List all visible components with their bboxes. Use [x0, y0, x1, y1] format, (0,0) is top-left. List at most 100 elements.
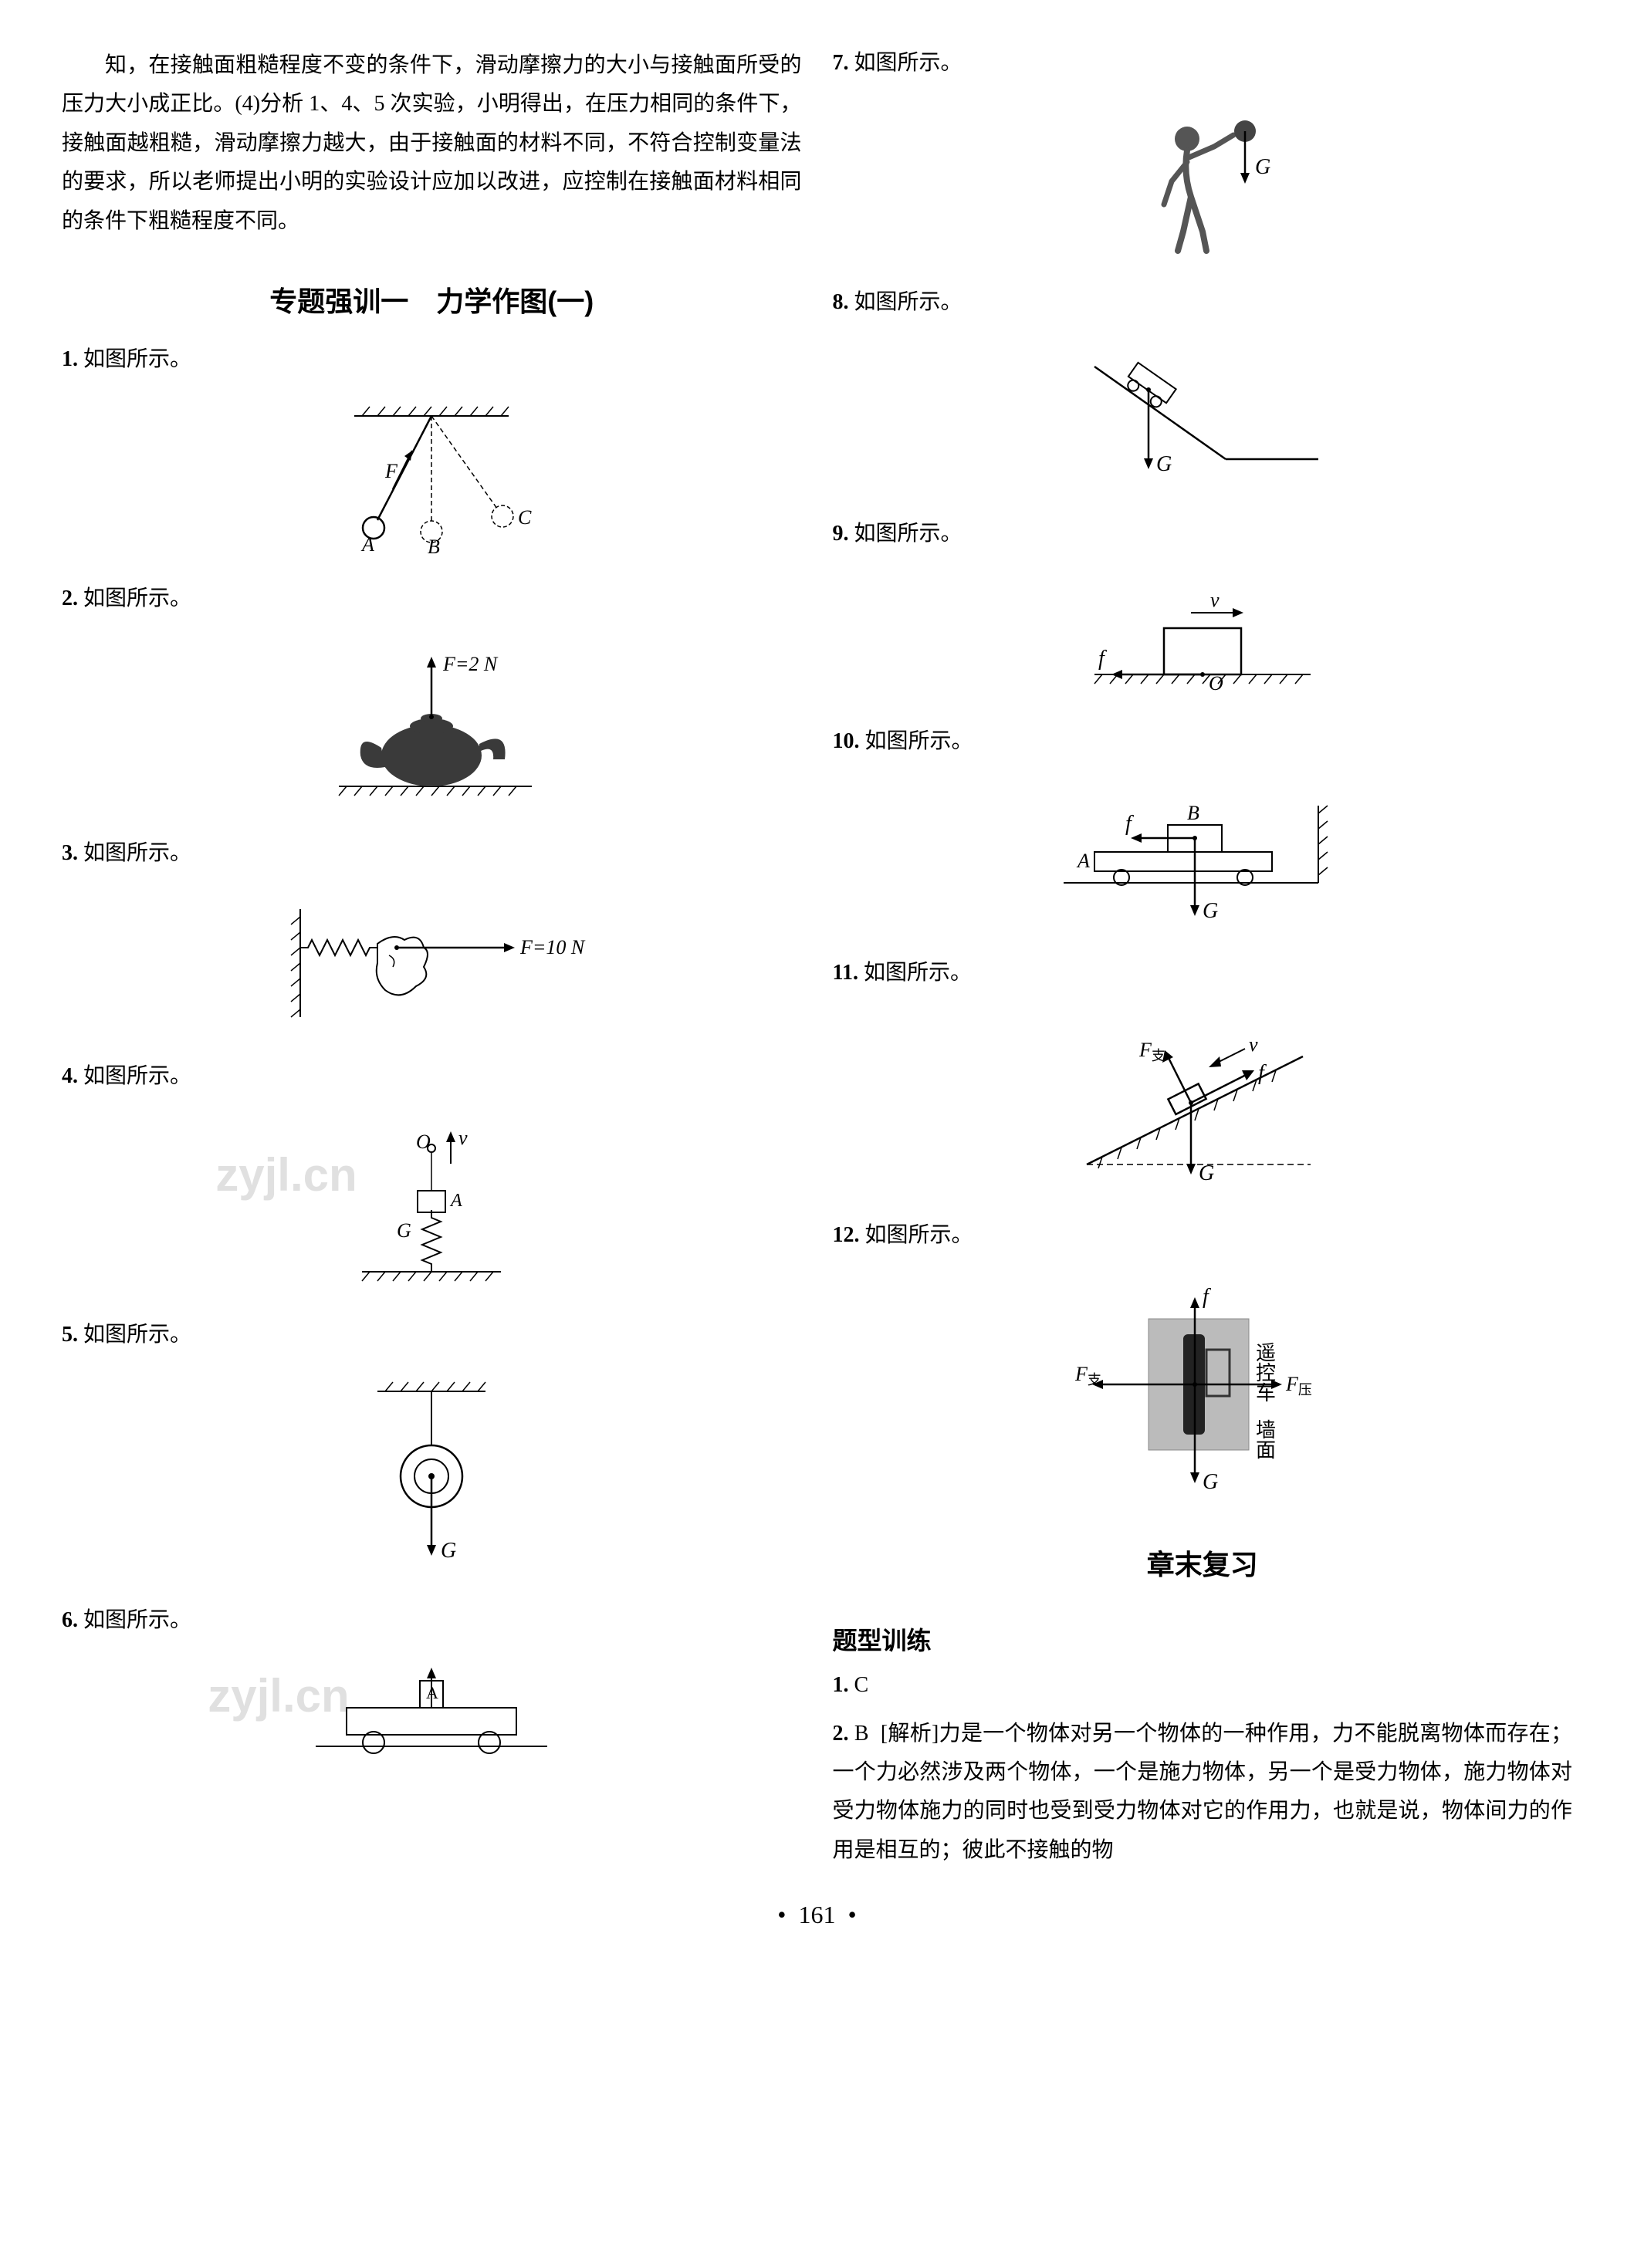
answer-11: 11. 如图所示。	[833, 956, 1573, 991]
answer-text: 如图所示。	[83, 1323, 191, 1347]
review-title: 章末复习	[833, 1543, 1573, 1583]
label-Fy: F压	[1285, 1373, 1312, 1398]
answer-9: 9. 如图所示。	[833, 517, 1573, 552]
answer-5: 5. 如图所示。	[62, 1318, 802, 1353]
answer-number: 11.	[833, 961, 858, 985]
explain-label: [解析]	[881, 1722, 939, 1746]
wall-car-diagram: f G F支 F压 遥控车 墙面	[1033, 1276, 1372, 1500]
page-content: 知，在接触面粗糙程度不变的条件下，滑动摩擦力的大小与接触面所受的压力大小成正比。…	[62, 46, 1572, 1870]
page-number-value: 161	[799, 1901, 836, 1928]
figure-5: G	[62, 1376, 802, 1577]
dot-icon: •	[848, 1901, 857, 1928]
answer-number: 8.	[833, 290, 849, 314]
figure-2: F=2 N	[62, 640, 802, 810]
answer-number: 7.	[833, 51, 849, 75]
answer-12: 12. 如图所示。	[833, 1219, 1573, 1253]
answer-number: 2.	[62, 586, 78, 610]
answer-1: 1. 如图所示。	[62, 343, 802, 377]
label-f: f	[1098, 647, 1107, 671]
label-f: f	[1125, 812, 1134, 836]
figure-12: f G F支 F压 遥控车 墙面	[833, 1276, 1573, 1500]
spring-block-diagram: O v G A	[331, 1117, 532, 1287]
label-B: B	[428, 536, 440, 555]
teapot-diagram: F=2 N	[300, 640, 563, 810]
label-v: v	[458, 1127, 468, 1149]
answer-4: 4. 如图所示。	[62, 1060, 802, 1094]
answer-text: 如图所示。	[83, 841, 191, 865]
label-G: G	[1255, 155, 1270, 179]
q1: 1. C	[833, 1668, 1573, 1703]
answer-text: 如图所示。	[854, 51, 962, 75]
label-v: v	[1249, 1033, 1258, 1056]
answer-text: 如图所示。	[83, 347, 191, 371]
label-G: G	[1203, 899, 1218, 923]
label-f: f	[1203, 1285, 1211, 1309]
cart-diagram: A	[300, 1661, 563, 1769]
answer-number: 12.	[833, 1223, 860, 1247]
athlete-diagram: G	[1118, 104, 1287, 259]
figure-8: G	[833, 343, 1573, 490]
answer-text: 如图所示。	[83, 586, 191, 610]
figure-9: v f O	[833, 574, 1573, 698]
label-G: G	[397, 1219, 411, 1242]
label-G: G	[1199, 1161, 1214, 1185]
answer-6: 6. 如图所示。	[62, 1604, 802, 1638]
label-F: F	[384, 460, 398, 482]
figure-11: F支 v f G	[833, 1014, 1573, 1191]
figure-10: A B f G	[833, 782, 1573, 929]
figure-7: G	[833, 104, 1573, 259]
answer-text: 如图所示。	[865, 729, 973, 753]
right-column: 7. 如图所示。 G 8. 如图所示。	[833, 46, 1573, 1870]
dot-icon: •	[777, 1901, 786, 1928]
answer-10: 10. 如图所示。	[833, 725, 1573, 759]
label-f: f	[1258, 1061, 1267, 1085]
label-B: B	[1187, 802, 1199, 824]
left-column: 知，在接触面粗糙程度不变的条件下，滑动摩擦力的大小与接触面所受的压力大小成正比。…	[62, 46, 802, 1870]
answer-text: 如图所示。	[864, 961, 972, 985]
label-v: v	[1210, 589, 1220, 611]
friction-block-diagram: v f O	[1064, 574, 1341, 698]
answer-text: 如图所示。	[865, 1223, 973, 1247]
label-F: F=10 N	[519, 936, 586, 958]
answer-text: 如图所示。	[83, 1064, 191, 1088]
spring-hand-diagram: F=10 N	[269, 894, 594, 1033]
label-G: G	[441, 1539, 456, 1563]
answer-3: 3. 如图所示。	[62, 837, 802, 871]
pendulum-diagram: F A B C	[308, 401, 555, 555]
answer-text: 如图所示。	[854, 290, 962, 314]
answer-number: 1.	[62, 347, 78, 371]
answer-number: 3.	[62, 841, 78, 865]
cart-wall-diagram: A B f G	[1048, 782, 1357, 929]
answer-8: 8. 如图所示。	[833, 286, 1573, 320]
incline-car-diagram: G	[1071, 343, 1334, 490]
label-G: G	[1203, 1470, 1218, 1494]
label-A: A	[360, 533, 374, 555]
label-A: A	[1076, 850, 1090, 872]
label-A: A	[449, 1191, 462, 1211]
label-G: G	[1156, 452, 1172, 476]
answer-text: 如图所示。	[854, 522, 962, 546]
label-C: C	[518, 506, 532, 529]
figure-1: F A B C	[62, 401, 802, 555]
page-number: • 161 •	[62, 1901, 1572, 1929]
answer-text: 如图所示。	[83, 1608, 191, 1632]
label-O: O	[1209, 672, 1223, 695]
figure-4: zyjl.cn	[62, 1117, 802, 1291]
practice-title: 题型训练	[833, 1621, 1573, 1657]
answer-number: 5.	[62, 1323, 78, 1347]
figure-3: F=10 N	[62, 894, 802, 1033]
q-number: 2.	[833, 1722, 849, 1746]
label-Fz: F支	[1074, 1363, 1101, 1388]
answer-number: 4.	[62, 1064, 78, 1088]
answer-2: 2. 如图所示。	[62, 582, 802, 617]
explain-text: 力是一个物体对另一个物体的一种作用，力不能脱离物体而存在；一个力必然涉及两个物体…	[833, 1722, 1573, 1862]
section-title: 专题强训一 力学作图(一)	[62, 279, 802, 319]
answer-number: 10.	[833, 729, 860, 753]
answer-number: 9.	[833, 522, 849, 546]
answer-number: 6.	[62, 1608, 78, 1632]
intro-paragraph: 知，在接触面粗糙程度不变的条件下，滑动摩擦力的大小与接触面所受的压力大小成正比。…	[62, 46, 802, 241]
label-wall: 墙面	[1253, 1419, 1275, 1459]
q2: 2. B [解析]力是一个物体对另一个物体的一种作用，力不能脱离物体而存在；一个…	[833, 1715, 1573, 1871]
incline-forces-diagram: F支 v f G	[1056, 1014, 1349, 1191]
q-number: 1.	[833, 1673, 849, 1697]
